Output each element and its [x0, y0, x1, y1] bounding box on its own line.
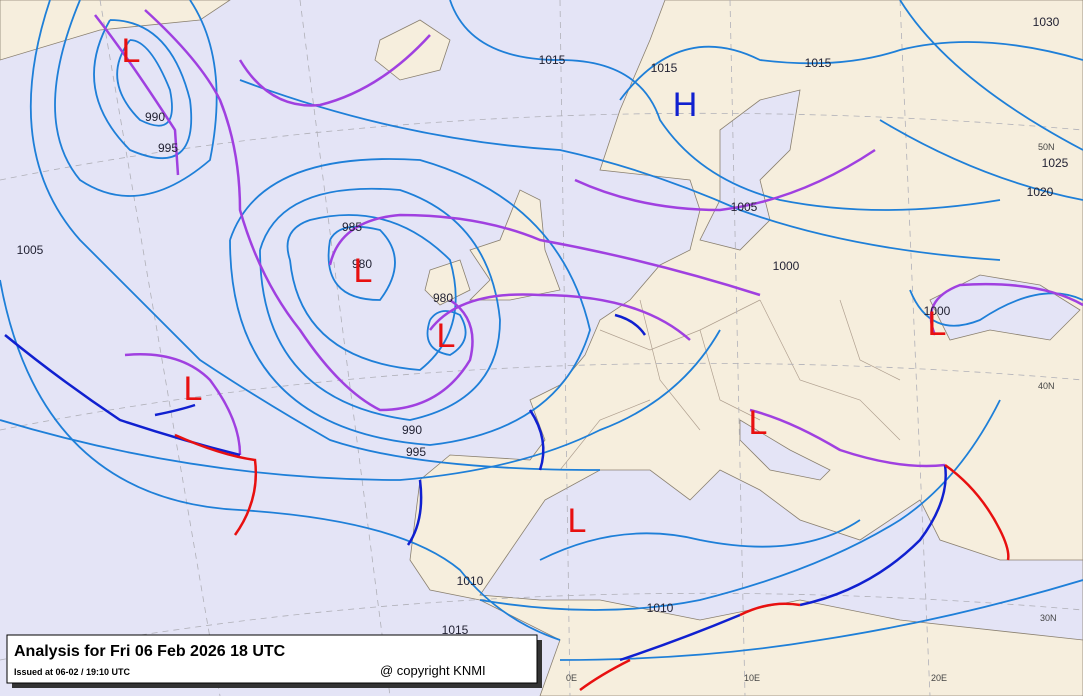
isobar-label: 1010: [647, 601, 674, 615]
isobar-label: 1015: [805, 56, 832, 70]
pressure-center: L: [122, 32, 141, 70]
isobar-label: 1015: [442, 623, 469, 637]
isobar-label: 990: [145, 110, 165, 124]
isobar-label: 980: [352, 257, 372, 271]
isobar-label: 1000: [924, 304, 951, 318]
isobar-label: 1005: [731, 200, 758, 214]
map-title: Analysis for Fri 06 Feb 2026 18 UTC: [14, 643, 286, 660]
isobar-label: 1030: [1033, 15, 1060, 29]
isobar-label: 1025: [1042, 156, 1069, 170]
isobar-label: 985: [342, 220, 362, 234]
isobar-label: 1015: [539, 53, 566, 67]
pressure-center: L: [184, 370, 203, 408]
isobar-label: 1000: [773, 259, 800, 273]
pressure-center: H: [673, 86, 698, 124]
isobar-label: 1010: [457, 574, 484, 588]
fronts: [4, 9, 1083, 692]
pressure-center: L: [568, 502, 587, 540]
isobar-label: 995: [406, 445, 426, 459]
isobar-label: 1020: [1027, 185, 1054, 199]
isobar-label: 995: [158, 141, 178, 155]
graticule-label: 50N: [1038, 142, 1055, 152]
copyright: @ copyright KNMI: [380, 663, 486, 678]
borders: [559, 299, 901, 471]
title-box: Analysis for Fri 06 Feb 2026 18 UTC Issu…: [6, 634, 542, 688]
isobar-label: 990: [402, 423, 422, 437]
isobar-label: 980: [433, 291, 453, 305]
pressure-center: L: [437, 317, 456, 355]
issued-time: Issued at 06-02 / 19:10 UTC: [14, 667, 131, 677]
isobar-label: 1005: [17, 243, 44, 257]
graticule-label: 10E: [744, 673, 760, 683]
pressure-center: L: [749, 404, 768, 442]
graticule-label: 40N: [1038, 381, 1055, 391]
graticule-label: 30N: [1040, 613, 1057, 623]
graticule-label: 0E: [566, 673, 577, 683]
graticule-label: 20E: [931, 673, 947, 683]
isobar-label: 1015: [651, 61, 678, 75]
pressure-center: L: [928, 305, 947, 343]
pressure-center: L: [354, 252, 373, 290]
isobars: [0, 0, 1083, 661]
